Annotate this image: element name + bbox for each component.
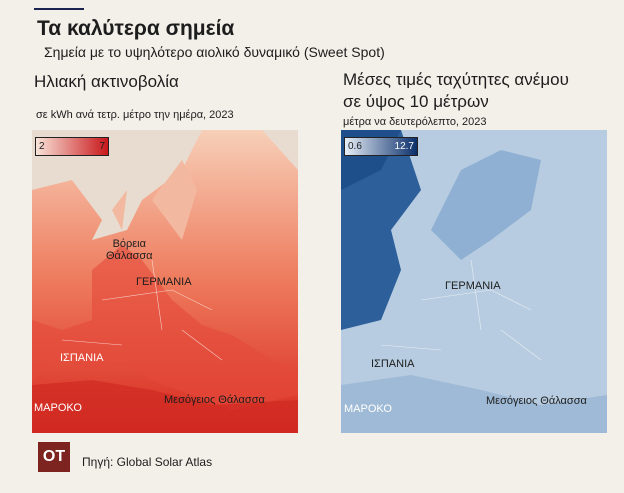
subtitle: Σημεία με το υψηλότερο αιολικό δυναμικό … <box>44 44 385 60</box>
map-label: ΙΣΠΑΝΙΑ <box>60 352 104 364</box>
map-label: ΓΕΡΜΑΝΙΑ <box>136 276 192 288</box>
map-label-line: Βόρεια <box>112 238 146 250</box>
wind-map: 0.6 12.7 ΓΕΡΜΑΝΙΑ ΙΣΠΑΝΙΑ ΜΑΡΟΚΟ Μεσόγει… <box>341 130 607 433</box>
map-label-line: Θάλασσα <box>106 250 153 262</box>
solar-map: 2 7 Βόρεια Θάλασσα ΓΕΡΜΑΝΙΑ ΙΣΠΑΝΙΑ ΜΑΡΟΚ… <box>32 130 298 433</box>
map-label: ΜΑΡΟΚΟ <box>34 402 82 414</box>
wind-subtitle: μέτρα να δευτερόλεπτο, 2023 <box>343 116 487 128</box>
legend: 0.6 12.7 <box>344 137 418 156</box>
map-label: ΜΑΡΟΚΟ <box>344 403 392 415</box>
wind-title: σε ύψος 10 μέτρων <box>343 92 489 111</box>
solar-subtitle: σε kWh ανά τετρ. μέτρο την ημέρα, 2023 <box>36 109 234 121</box>
map-label: Βόρεια Θάλασσα <box>106 238 153 262</box>
source: Πηγή: Global Solar Atlas <box>82 455 213 469</box>
title: Τα καλύτερα σημεία <box>37 17 235 40</box>
legend-min: 0.6 <box>348 141 362 152</box>
map-label: ΙΣΠΑΝΙΑ <box>371 358 415 370</box>
wind-title: Μέσες τιμές ταχύτητες ανέμου <box>343 70 569 89</box>
legend-max: 12.7 <box>394 141 414 152</box>
accent-line <box>34 8 84 10</box>
legend: 2 7 <box>35 137 109 156</box>
legend-min: 2 <box>39 141 45 152</box>
solar-map-art <box>32 130 298 433</box>
map-label: Μεσόγειος Θάλασσα <box>486 395 587 407</box>
legend-max: 7 <box>99 141 105 152</box>
map-label: ΓΕΡΜΑΝΙΑ <box>445 280 501 292</box>
wind-map-art <box>341 130 607 433</box>
solar-title: Ηλιακή ακτινοβολία <box>34 72 179 91</box>
logo: OT <box>38 442 70 472</box>
map-label: Μεσόγειος Θάλασσα <box>164 394 265 406</box>
